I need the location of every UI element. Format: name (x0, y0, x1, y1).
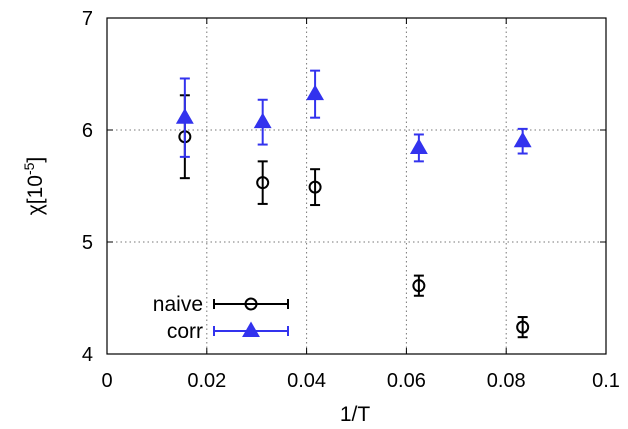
legend-entry-corr: corr (167, 320, 289, 343)
axis-ticks: 0 0.02 0.04 0.06 0.08 0.1 4 5 6 7 (82, 8, 620, 392)
y-axis-label: χ[10-5] (21, 157, 47, 216)
series-corr (175, 69, 532, 163)
y-tick-label: 5 (82, 232, 93, 254)
data-point (306, 84, 325, 101)
plot-frame (106, 17, 607, 355)
data-point (516, 320, 530, 334)
data-point (308, 180, 322, 194)
data-point (175, 108, 194, 124)
y-tick-label: 4 (82, 344, 93, 366)
y-tick-label: 7 (82, 8, 93, 30)
x-tick-label: 0.1 (592, 370, 620, 392)
data-point (253, 112, 272, 129)
legend-marker (242, 321, 260, 338)
data-point (409, 138, 428, 154)
data-point (513, 131, 532, 148)
legend-entry-naive: naive (153, 293, 289, 316)
legend-label: corr (167, 320, 203, 343)
x-tick-label: 0.08 (487, 370, 526, 392)
series-naive (178, 94, 530, 339)
data-point (256, 176, 270, 190)
grid (107, 18, 606, 354)
legend-marker (244, 297, 258, 311)
x-axis-label: 1/T (340, 403, 371, 426)
legend-label: naive (153, 293, 203, 316)
data-series (175, 69, 532, 339)
x-tick-label: 0.04 (287, 370, 326, 392)
x-tick-label: 0.06 (387, 370, 426, 392)
legend: naive corr (153, 293, 289, 343)
x-tick-label: 0.02 (187, 370, 226, 392)
y-axis-label-exponent: -5 (21, 162, 37, 175)
y-axis-label-tail: ] (24, 157, 47, 163)
y-tick-label: 6 (82, 120, 93, 142)
y-axis-label-main: χ[10 (24, 175, 47, 215)
x-tick-label: 0 (101, 370, 112, 392)
data-point (412, 279, 426, 293)
